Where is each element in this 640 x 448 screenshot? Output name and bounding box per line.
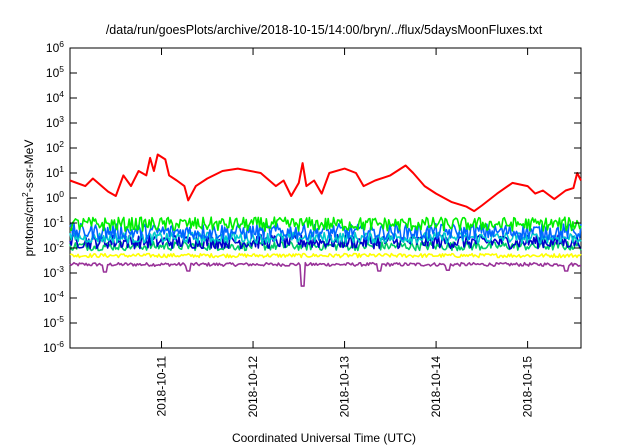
series-line [69, 216, 582, 232]
y-tick-label: 101 [46, 164, 64, 180]
y-tick-label: 103 [46, 114, 64, 130]
y-tick-label: 10-4 [43, 289, 64, 305]
y-tick-label: 10-2 [43, 239, 64, 255]
x-tick-label: 2018-10-13 [338, 356, 352, 418]
y-tick-label: 104 [46, 89, 64, 105]
series-layer [69, 153, 582, 287]
plot-frame [69, 47, 582, 349]
x-tick-label: 2018-10-14 [429, 356, 443, 418]
x-tick-label: 2018-10-12 [246, 356, 260, 418]
x-axis-label: Coordinated Universal Time (UTC) [232, 431, 416, 445]
chart-title: /data/run/goesPlots/archive/2018-10-15/1… [106, 23, 543, 37]
y-tick-label: 102 [46, 139, 64, 155]
x-tick-label: 2018-10-15 [521, 356, 535, 418]
series-line [69, 261, 582, 287]
y-tick-label: 10-1 [43, 214, 64, 230]
x-tick-label: 2018-10-11 [155, 356, 169, 417]
y-tick-label: 10-3 [43, 264, 64, 280]
y-tick-label: 105 [46, 64, 64, 80]
y-axis-label-base: protons/cm [22, 197, 36, 256]
y-axis: 10-6 10-5 10-4 10-3 10-2 10-1 100 101 102 103 104 1… [43, 39, 581, 355]
y-tick-label: 10-6 [43, 339, 64, 355]
series-line [69, 153, 582, 213]
x-axis: 2018-10-11 2018-10-12 2018-10-13 2018-10-14… [155, 48, 535, 417]
y-tick-label: 100 [46, 189, 64, 205]
y-axis-label-sup: 2 [20, 192, 30, 197]
y-tick-label: 10-5 [43, 314, 64, 330]
y-tick-label: 106 [46, 39, 64, 55]
y-axis-label: protons/cm2-s-sr-MeV [20, 140, 36, 257]
series-line [69, 252, 582, 259]
series-line [69, 231, 582, 244]
y-axis-label-rest: -s-sr-MeV [22, 140, 36, 193]
series-line [69, 240, 582, 252]
